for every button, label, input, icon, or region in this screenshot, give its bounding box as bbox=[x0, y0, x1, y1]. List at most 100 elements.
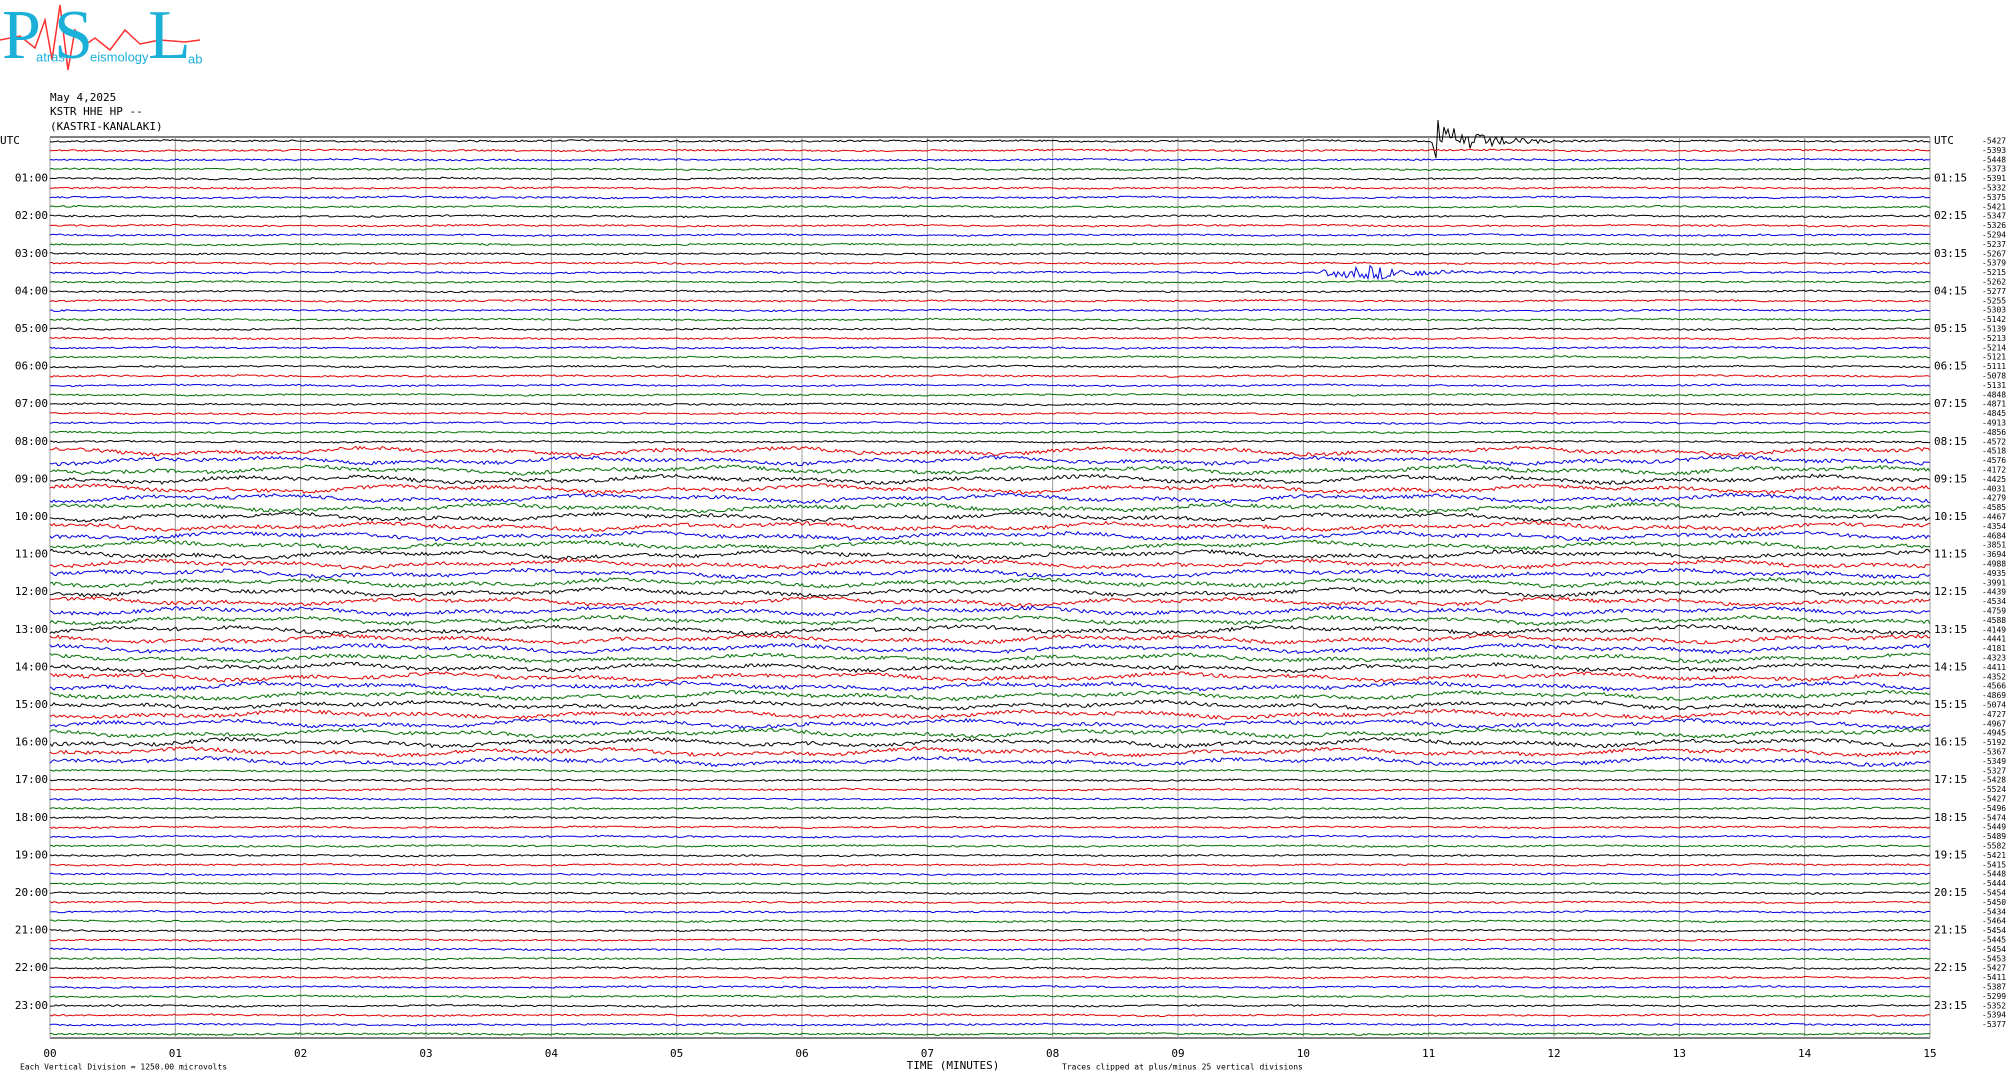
trace bbox=[49, 483, 1930, 495]
hour-label: 09:15 bbox=[1934, 472, 1967, 485]
trace-offset: -4279 bbox=[1982, 494, 2006, 503]
trace bbox=[49, 233, 1930, 237]
trace-offset: -5377 bbox=[1982, 1020, 2006, 1029]
hour-label: 10:15 bbox=[1934, 510, 1967, 523]
trace bbox=[49, 825, 1931, 830]
trace-offset: -4566 bbox=[1982, 682, 2006, 691]
logo-initial: S bbox=[54, 0, 93, 74]
hour-label: 05:00 bbox=[15, 322, 48, 335]
trace-offset: -4913 bbox=[1982, 419, 2006, 428]
trace bbox=[49, 596, 1931, 608]
trace-offset: -5453 bbox=[1982, 954, 2006, 963]
hour-label: 20:00 bbox=[15, 886, 48, 899]
hour-label: 13:00 bbox=[15, 623, 48, 636]
trace-offset: -5262 bbox=[1982, 278, 2006, 287]
trace bbox=[49, 195, 1931, 200]
trace bbox=[49, 708, 1931, 720]
hour-label: 16:15 bbox=[1934, 736, 1967, 749]
hour-label: 18:00 bbox=[15, 811, 48, 824]
hour-label: 06:15 bbox=[1934, 360, 1967, 373]
trace bbox=[49, 261, 1931, 266]
trace bbox=[49, 909, 1931, 914]
trace-offset: -5327 bbox=[1982, 766, 2006, 775]
trace bbox=[49, 445, 1931, 457]
trace-offset: -5474 bbox=[1982, 813, 2006, 822]
trace-offset: -5214 bbox=[1982, 343, 2006, 352]
x-tick-label: 14 bbox=[1798, 1047, 1812, 1060]
hour-label: 08:00 bbox=[15, 435, 48, 448]
trace bbox=[49, 548, 1931, 561]
trace-offset: -5352 bbox=[1982, 1001, 2006, 1010]
trace-offset: -4149 bbox=[1982, 625, 2006, 634]
trace-offset: -5349 bbox=[1982, 757, 2006, 766]
trace bbox=[49, 167, 1931, 172]
trace bbox=[49, 567, 1931, 580]
trace-offset: -4352 bbox=[1982, 672, 2006, 681]
trace-offset: -4354 bbox=[1982, 522, 2006, 531]
trace-offset: -5489 bbox=[1982, 832, 2006, 841]
trace bbox=[49, 186, 1931, 190]
trace-offset: -5373 bbox=[1982, 165, 2006, 174]
trace bbox=[49, 501, 1931, 514]
trace-offset: -5121 bbox=[1982, 353, 2006, 362]
hour-label: 11:15 bbox=[1934, 548, 1967, 561]
trace bbox=[49, 280, 1931, 284]
hour-label: 18:15 bbox=[1934, 811, 1967, 824]
trace bbox=[49, 806, 1931, 811]
trace-offset: -4572 bbox=[1982, 437, 2006, 446]
hour-label: 22:15 bbox=[1934, 961, 1967, 974]
trace-offset: -5111 bbox=[1982, 362, 2006, 371]
trace bbox=[49, 787, 1931, 792]
logo: P S L atras eismology ab bbox=[0, 0, 202, 74]
trace bbox=[49, 539, 1931, 551]
trace-offset: -5421 bbox=[1982, 202, 2006, 211]
trace-offset: -4031 bbox=[1982, 484, 2006, 493]
hour-label: 02:00 bbox=[15, 209, 48, 222]
hour-label: 02:15 bbox=[1934, 209, 1967, 222]
hour-label: 15:00 bbox=[15, 698, 48, 711]
trace-offset: -4869 bbox=[1982, 691, 2006, 700]
trace bbox=[49, 642, 1931, 655]
trace-offset: -5524 bbox=[1982, 785, 2006, 794]
trace-offset: -4935 bbox=[1982, 569, 2006, 578]
trace bbox=[49, 872, 1931, 877]
trace-offset: -4467 bbox=[1982, 513, 2006, 522]
trace-offset: -5411 bbox=[1982, 973, 2006, 982]
hour-label: 12:00 bbox=[15, 585, 48, 598]
trace bbox=[49, 919, 1931, 924]
hour-label: 05:15 bbox=[1934, 322, 1967, 335]
trace bbox=[49, 430, 1931, 435]
trace bbox=[49, 985, 1931, 989]
trace-offset: -5427 bbox=[1982, 964, 2006, 973]
trace bbox=[49, 680, 1931, 692]
trace bbox=[49, 157, 1931, 162]
trace bbox=[49, 374, 1931, 378]
trace bbox=[49, 633, 1931, 645]
trace-offset: -5215 bbox=[1982, 268, 2006, 277]
trace-offset: -5299 bbox=[1982, 992, 2006, 1001]
trace-offset: -5427 bbox=[1982, 137, 2006, 146]
x-tick-label: 01 bbox=[169, 1047, 182, 1060]
trace-offset: -4871 bbox=[1982, 400, 2006, 409]
x-tick-label: 00 bbox=[43, 1047, 56, 1060]
trace bbox=[49, 768, 1931, 773]
hour-label: 22:00 bbox=[15, 961, 48, 974]
x-tick-label: 09 bbox=[1171, 1047, 1184, 1060]
trace bbox=[50, 975, 1931, 980]
x-tick-label: 11 bbox=[1422, 1047, 1435, 1060]
trace bbox=[49, 464, 1931, 476]
trace-offset: -5445 bbox=[1982, 936, 2006, 945]
trace-offset: -5427 bbox=[1982, 795, 2006, 804]
trace-offset: -5294 bbox=[1982, 231, 2006, 240]
trace-offset: -5347 bbox=[1982, 212, 2006, 221]
station: KSTR HHE HP -- bbox=[50, 105, 143, 118]
trace-offset: -4845 bbox=[1982, 409, 2006, 418]
x-tick-label: 02 bbox=[294, 1047, 307, 1060]
hour-label: 23:15 bbox=[1934, 999, 1967, 1012]
hour-label: 17:00 bbox=[15, 773, 48, 786]
trace-offset: -5379 bbox=[1982, 259, 2006, 268]
hour-label: 07:00 bbox=[15, 397, 48, 410]
trace bbox=[49, 119, 1931, 159]
trace bbox=[49, 853, 1931, 858]
hour-label: 10:00 bbox=[15, 510, 48, 523]
